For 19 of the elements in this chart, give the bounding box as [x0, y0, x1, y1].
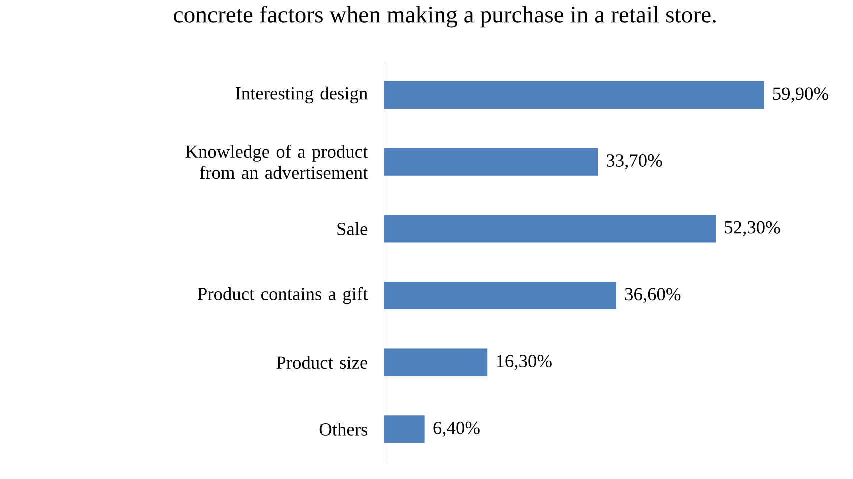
bar [384, 282, 616, 310]
data-label: 6,40% [434, 422, 480, 438]
data-label: 59,90% [773, 88, 828, 103]
bar [384, 148, 598, 176]
bar [384, 416, 425, 444]
chart-title: concrete factors when making a purchase in a retail store. [174, 6, 716, 28]
y-tick-label: Sale [338, 222, 368, 236]
y-tick-label: Others [320, 423, 368, 436]
data-label: 36,60% [625, 288, 681, 304]
data-label: 52,30% [725, 222, 780, 237]
y-tick-label: Interesting design [236, 87, 368, 104]
bar [384, 348, 488, 377]
y-tick-label: Product size [276, 356, 368, 370]
y-tick-label: Knowledge of a product from an advertisement [186, 145, 368, 180]
y-tick-label: Product contains a gift [198, 287, 368, 304]
bar [384, 215, 716, 243]
bar [384, 82, 764, 110]
data-label: 33,70% [607, 154, 662, 170]
data-label: 16,30% [497, 355, 552, 370]
